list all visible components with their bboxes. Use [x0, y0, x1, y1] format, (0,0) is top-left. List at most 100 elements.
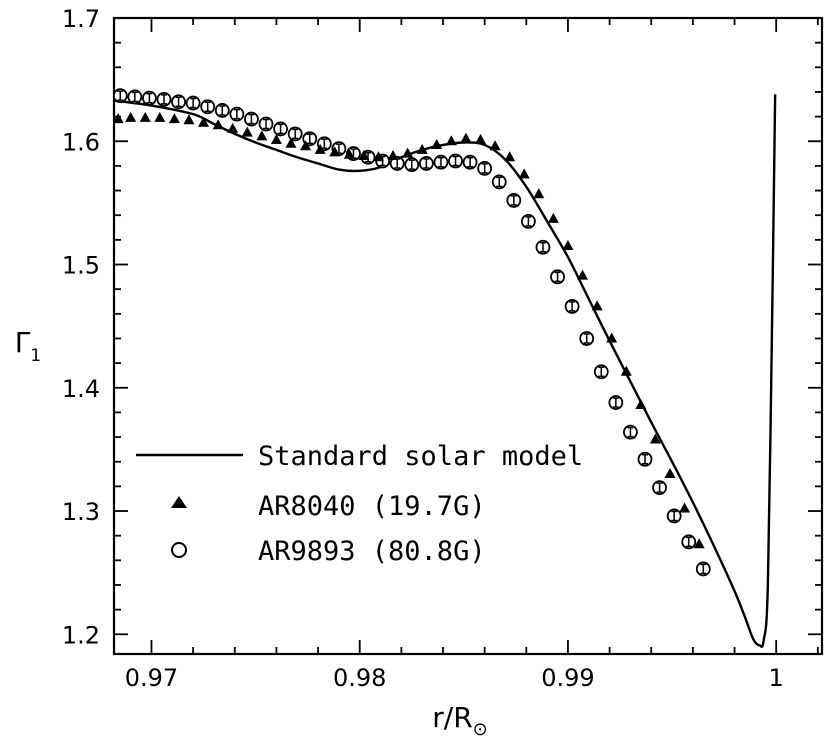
- ar8040-marker: [533, 188, 545, 199]
- ar8040-marker: [183, 114, 195, 125]
- ar8040-marker: [343, 148, 355, 159]
- y-tick-label: 1.5: [62, 252, 100, 280]
- ar8040-marker: [445, 135, 457, 146]
- ar8040-marker: [387, 150, 399, 161]
- ar8040-marker: [168, 113, 180, 124]
- ar9893-point: [171, 94, 186, 110]
- ar8040-marker: [329, 146, 341, 157]
- ar9893-point: [258, 116, 274, 132]
- ar9893-point: [623, 424, 638, 440]
- ar9893-point: [127, 89, 143, 105]
- x-axis-label-main: r/R: [432, 701, 472, 734]
- ar9893-point: [637, 451, 653, 467]
- ar9893-point: [244, 111, 259, 127]
- ar8040-marker: [693, 538, 705, 549]
- plot-frame: [112, 16, 824, 656]
- ar8040-marker: [489, 140, 501, 151]
- ar9893-point: [477, 160, 493, 176]
- legend: Standard solar model AR8040 (19.7G) AR98…: [136, 441, 583, 567]
- ar8040-marker: [474, 134, 486, 145]
- ar8040-marker: [562, 240, 574, 251]
- x-tick-label: 0.99: [541, 664, 594, 692]
- ar8040-marker: [154, 111, 166, 122]
- ar9893-point: [141, 90, 157, 106]
- ar9893-point: [652, 480, 667, 496]
- ar9893-point: [491, 174, 507, 190]
- ar9893-point: [200, 99, 216, 115]
- ar9893-point: [564, 299, 580, 314]
- ar9893-point: [448, 153, 463, 169]
- legend-label-ssm: Standard solar model: [258, 441, 583, 472]
- ar8040-marker: [139, 111, 151, 122]
- y-tick-label: 1.6: [62, 128, 100, 156]
- ar9893-point: [404, 157, 420, 173]
- ar8040-marker: [358, 150, 370, 161]
- ar8040-marker: [679, 502, 691, 513]
- ar8040-marker: [547, 212, 559, 223]
- ar8040-marker: [372, 151, 384, 162]
- x-tick-label: 1: [769, 664, 784, 692]
- ar9893-point: [114, 88, 128, 104]
- y-tick-label: 1.3: [62, 498, 100, 526]
- y-axis-label-subscript: 1: [30, 346, 41, 366]
- ar8040-marker: [431, 138, 443, 149]
- x-tick-label: 0.98: [333, 664, 386, 692]
- ar8040-marker: [227, 122, 239, 133]
- ar9893-point: [681, 534, 697, 550]
- ar8040-marker: [241, 126, 253, 137]
- ar9893-point: [185, 95, 201, 111]
- ar9893-point: [273, 121, 288, 137]
- ar9893-point: [520, 213, 536, 229]
- ar8040-marker: [649, 433, 661, 444]
- x-tick-label: 0.97: [125, 664, 178, 692]
- y-tick-label: 1.7: [62, 5, 100, 33]
- x-axis-label: r/R⊙: [432, 701, 488, 738]
- ar9893-point: [666, 508, 682, 524]
- y-axis-label: Γ1: [15, 326, 41, 366]
- ar8040-marker: [212, 119, 224, 130]
- ar8040-marker: [518, 168, 530, 179]
- ar9893-point: [506, 193, 522, 208]
- ar9893-point: [535, 239, 551, 255]
- standard-solar-model-line: [114, 94, 777, 648]
- series-layer: [114, 88, 777, 648]
- y-tick-label: 1.4: [62, 375, 100, 403]
- ar8040-marker: [314, 143, 326, 154]
- legend-label-ar9893: AR9893 (80.8G): [258, 536, 486, 567]
- ar8040-marker: [285, 137, 297, 148]
- y-tick-label: 1.2: [62, 621, 100, 649]
- ar9893-point: [593, 364, 609, 380]
- y-tick-labels: 1.2 1.3 1.4 1.5 1.6 1.7: [62, 5, 100, 649]
- ar9893-point: [550, 269, 565, 285]
- ar9893-point: [579, 331, 595, 346]
- ar8040-marker: [402, 147, 414, 158]
- ar9893-point: [229, 106, 245, 122]
- ar8040-marker: [620, 365, 632, 376]
- legend-triangle-marker: [171, 496, 187, 508]
- x-axis-label-sun-symbol: ⊙: [473, 719, 488, 738]
- ar8040-marker: [125, 111, 137, 122]
- ar8040-marker: [416, 143, 428, 154]
- ar9893-point: [389, 156, 405, 171]
- ar8040-marker: [198, 116, 210, 127]
- ar8040-marker: [504, 151, 516, 162]
- ar9893-point: [287, 126, 303, 142]
- ar9893-point: [695, 561, 711, 577]
- ar8040-marker: [300, 140, 312, 151]
- ar8040-marker: [270, 134, 282, 145]
- ar8040-marker: [664, 468, 676, 479]
- ar8040-marker: [256, 130, 268, 141]
- ar9893-point: [418, 156, 434, 171]
- ar9893-point: [608, 395, 624, 410]
- legend-circle-marker: [171, 542, 187, 558]
- legend-label-ar8040: AR8040 (19.7G): [258, 491, 486, 522]
- ar8040-marker: [114, 113, 124, 124]
- ar9893-point: [462, 154, 478, 170]
- ar8040-marker: [591, 300, 603, 311]
- ar8040-marker: [577, 269, 589, 280]
- ar9893-point: [156, 91, 172, 107]
- ar8040-marker: [606, 332, 618, 343]
- y-axis-label-main: Γ: [15, 326, 31, 359]
- ar9893-point: [214, 103, 230, 118]
